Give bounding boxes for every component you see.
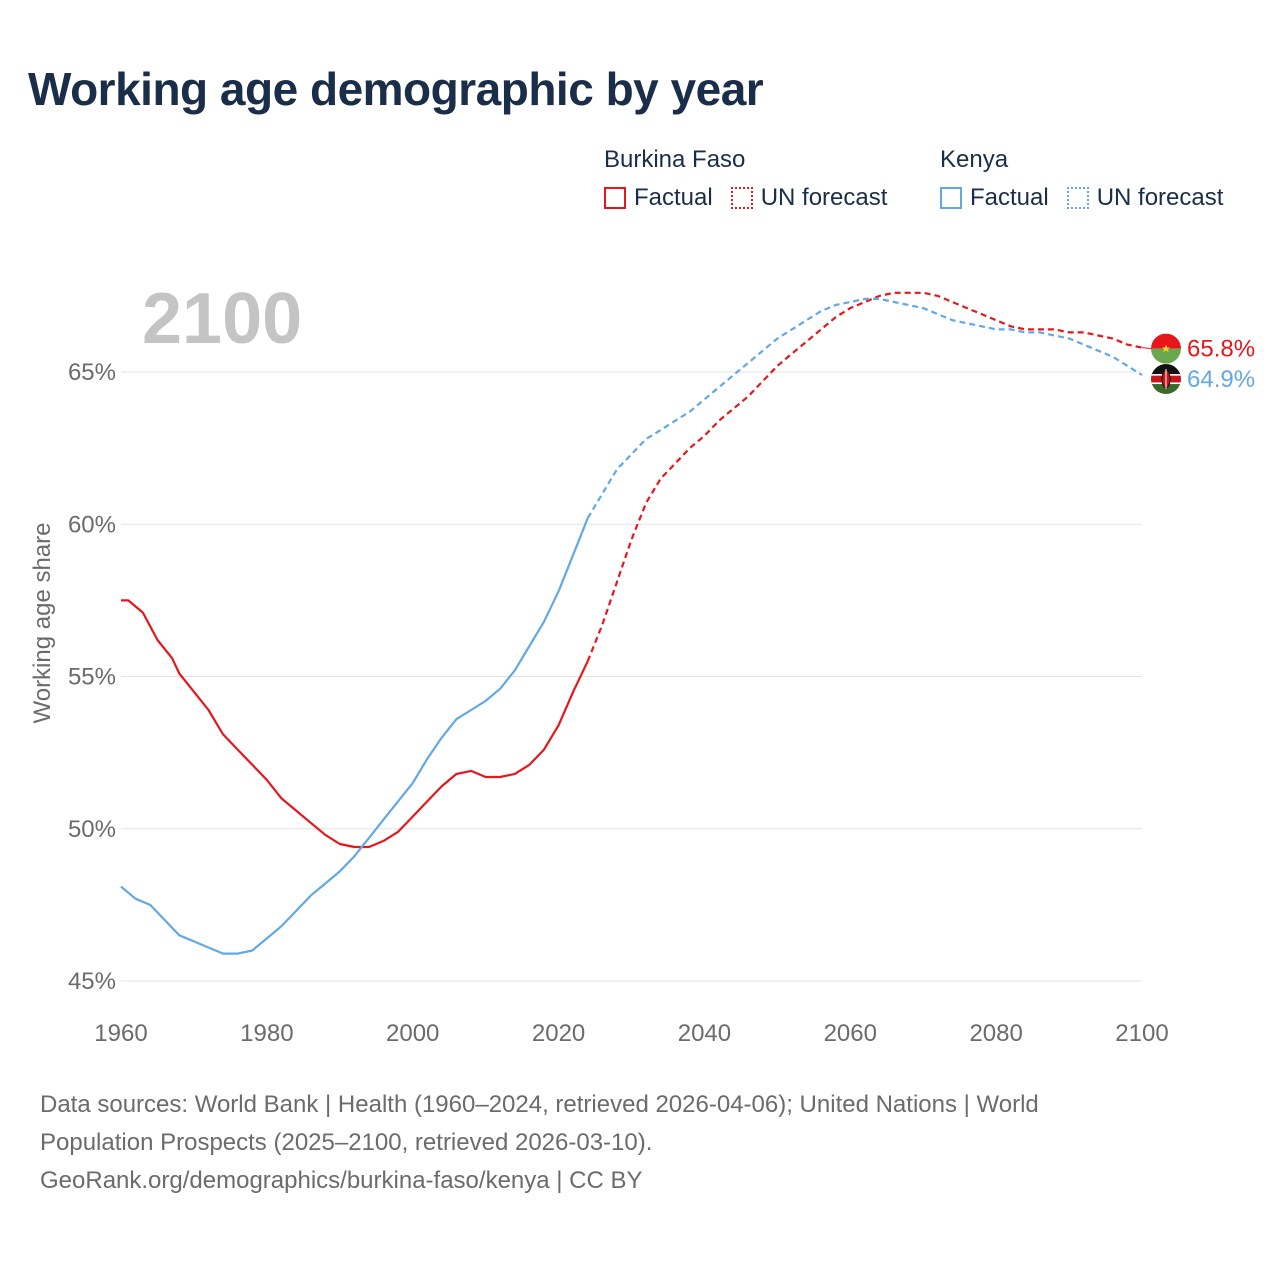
legend-swatch-solid-icon [604, 187, 626, 209]
legend-label-kenya-forecast: UN forecast [1096, 184, 1224, 211]
legend-group-kenya: Kenya Factual UN forecast [940, 146, 1223, 212]
legend-swatch-solid-icon [940, 187, 962, 209]
end-label-burkina-faso: 65.8% [1187, 336, 1255, 363]
y-tick-label: 45% [68, 968, 116, 995]
series-line-kenya-factual[interactable] [120, 517, 589, 955]
series-line-burkina-faso-forecast[interactable] [586, 291, 1143, 662]
legend-item-burkina-faso-factual[interactable]: Factual [604, 184, 713, 212]
kenya-flag-icon [1151, 364, 1181, 395]
legend-country-kenya: Kenya [940, 146, 1009, 173]
x-tick-label: 2060 [824, 1020, 877, 1047]
x-tick-label: 1960 [94, 1020, 147, 1047]
chart-title: Working age demographic by year [28, 63, 764, 115]
legend-swatch-dotted-icon [730, 187, 753, 209]
legend-label-burkina-faso-factual: Factual [634, 184, 713, 211]
legend-item-burkina-faso-forecast[interactable]: UN forecast [730, 184, 888, 212]
y-tick-label: 55% [68, 664, 116, 691]
x-tick-label: 2040 [678, 1020, 731, 1047]
year-watermark: 2100 [142, 279, 302, 359]
line-chart: 2100 Working age share 45% 50% 55% 60% 65% 1… [29, 279, 1255, 1047]
footer: Data sources: World Bank | Health (1960–… [40, 1086, 1240, 1200]
legend-swatch-dotted-icon [1066, 187, 1089, 209]
x-tick-label: 2020 [532, 1020, 585, 1047]
legend-label-burkina-faso-forecast: UN forecast [760, 184, 888, 211]
legend-country-burkina-faso: Burkina Faso [604, 146, 746, 173]
legend-group-burkina-faso: Burkina Faso Factual UN forecast [604, 146, 905, 212]
y-axis-label: Working age share [29, 523, 56, 724]
x-tick-label: 2080 [969, 1020, 1022, 1047]
footer-credit[interactable]: GeoRank.org/demographics/burkina-faso/ke… [40, 1167, 643, 1194]
legend-label-kenya-factual: Factual [970, 184, 1049, 211]
legend-item-kenya-forecast[interactable]: UN forecast [1066, 184, 1224, 212]
footer-source-line-1: Data sources: World Bank | Health (1960–… [40, 1091, 1039, 1118]
leader-line [1141, 347, 1153, 350]
x-tick-label: 1980 [240, 1020, 293, 1047]
x-tick-label: 2000 [386, 1020, 439, 1047]
series-line-kenya-forecast[interactable] [586, 297, 1143, 519]
footer-source-line-2: Population Prospects (2025–2100, retriev… [40, 1129, 653, 1156]
burkina-faso-flag-icon [1151, 333, 1181, 364]
legend-item-kenya-factual[interactable]: Factual [940, 184, 1049, 212]
y-tick-label: 50% [68, 816, 116, 843]
y-tick-label: 60% [68, 511, 116, 538]
y-tick-label: 65% [68, 359, 116, 386]
x-tick-label: 2100 [1115, 1020, 1168, 1047]
series-line-burkina-faso-factual[interactable] [121, 599, 589, 849]
end-label-kenya: 64.9% [1187, 366, 1255, 393]
